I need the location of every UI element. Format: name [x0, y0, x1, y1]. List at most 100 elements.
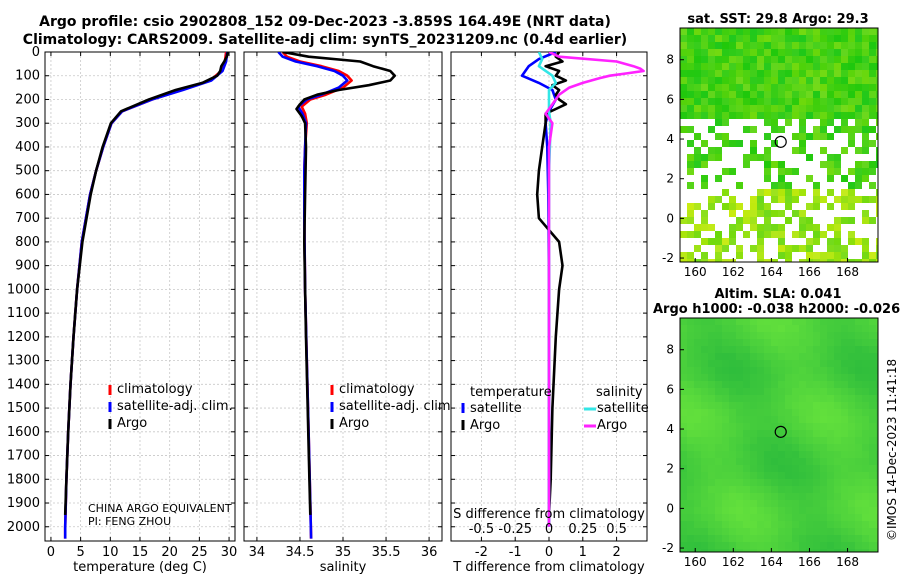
map-cell [750, 549, 757, 552]
map-cell [785, 388, 792, 395]
map-cell [743, 35, 750, 42]
map-cell [743, 360, 750, 367]
map-cell [806, 105, 813, 112]
map-cell [785, 346, 792, 353]
map-cell [876, 388, 878, 395]
map-cell [743, 493, 750, 500]
map-cell [813, 105, 820, 112]
map-cell [715, 486, 722, 493]
map-cell [848, 444, 855, 451]
map-cell [722, 168, 729, 175]
map-cell [778, 252, 785, 259]
map-cell [694, 444, 701, 451]
map-cell [778, 346, 785, 353]
series-group [277, 52, 397, 539]
map-cell [680, 521, 687, 528]
map-cell [750, 224, 757, 231]
map-cell [687, 486, 694, 493]
map-cell [757, 259, 764, 262]
map-cell [785, 374, 792, 381]
map-cell [841, 28, 848, 35]
map-cell [862, 35, 869, 42]
y-tick-label: 1400 [7, 377, 40, 392]
map-cell [694, 500, 701, 507]
map-cell [848, 507, 855, 514]
map-cell [855, 451, 862, 458]
map-cell [785, 479, 792, 486]
map-cell [694, 70, 701, 77]
map-cell [799, 28, 806, 35]
map-cell [869, 98, 876, 105]
map-cell [834, 542, 841, 549]
map-cell [694, 245, 701, 252]
map-cell [876, 189, 878, 196]
map-cell [701, 182, 708, 189]
map-cell [806, 84, 813, 91]
map-cell [792, 535, 799, 542]
y-tick-label: 300 [15, 116, 40, 131]
map-cell [715, 458, 722, 465]
map-cell [876, 514, 878, 521]
map-cell [813, 437, 820, 444]
map-cell [715, 196, 722, 203]
map-cell [813, 507, 820, 514]
map-cell [855, 196, 862, 203]
map-cell [799, 105, 806, 112]
map-cell [736, 374, 743, 381]
map-cell [862, 318, 869, 325]
map-cell [799, 549, 806, 552]
map-cell [848, 367, 855, 374]
y-tick-label: 1000 [7, 282, 40, 297]
map-cell [757, 339, 764, 346]
map-cell [862, 175, 869, 182]
map-cell [785, 423, 792, 430]
map-cell [701, 479, 708, 486]
map-cell [862, 549, 869, 552]
map-cell [862, 77, 869, 84]
map-cell [799, 542, 806, 549]
map-cell [715, 549, 722, 552]
map-cell [855, 126, 862, 133]
map-cell [750, 325, 757, 332]
map-cell [722, 409, 729, 416]
map-cell [876, 535, 878, 542]
map-cell [848, 430, 855, 437]
map-cell [841, 388, 848, 395]
map-cell [862, 430, 869, 437]
map-cell [736, 507, 743, 514]
map-cell [687, 28, 694, 35]
map-cell [855, 493, 862, 500]
map-cell [785, 451, 792, 458]
map-cell [869, 367, 876, 374]
map-cell [687, 437, 694, 444]
map-cell [708, 528, 715, 535]
map-cell [743, 105, 750, 112]
map-cell [841, 479, 848, 486]
map-cell [771, 458, 778, 465]
map-cell [792, 451, 799, 458]
map-cell [841, 451, 848, 458]
map-cell [792, 168, 799, 175]
map-cell [848, 465, 855, 472]
map-cell [743, 514, 750, 521]
map-cell [869, 49, 876, 56]
map-cell [694, 360, 701, 367]
map-cell [834, 346, 841, 353]
map-cell [687, 388, 694, 395]
legend-label: climatology [117, 382, 193, 397]
map-cell [687, 430, 694, 437]
map-cell [834, 388, 841, 395]
map-cell [715, 105, 722, 112]
x-tick-label: 34 [249, 545, 266, 560]
map-cell [869, 493, 876, 500]
map-cell [855, 395, 862, 402]
map-cell [778, 339, 785, 346]
map-cell [778, 112, 785, 119]
x-axis-label: temperature (deg C) [73, 560, 207, 575]
map-cell [722, 465, 729, 472]
map-cell [694, 231, 701, 238]
map-cell [701, 325, 708, 332]
map-cell [694, 42, 701, 49]
map-cell [827, 203, 834, 210]
map-cell [764, 147, 771, 154]
